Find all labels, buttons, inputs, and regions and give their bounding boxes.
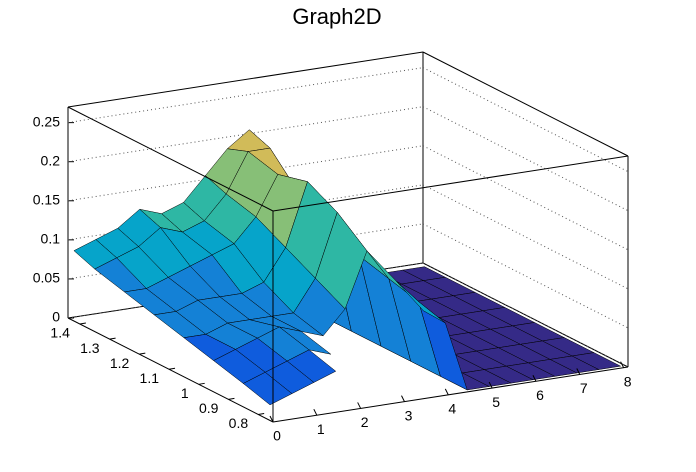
- box-edge: [67, 106, 274, 212]
- box-edge: [422, 262, 629, 368]
- x-tick-mark: [269, 415, 274, 423]
- x-tick-mark: [401, 395, 405, 402]
- z-tick-label: 0: [52, 309, 60, 325]
- x-tick-label: 8: [624, 373, 632, 389]
- y-tick-mark: [139, 352, 146, 355]
- y-tick-mark: [79, 322, 86, 325]
- y-tick-mark: [109, 337, 116, 340]
- x-tick-label: 7: [580, 380, 588, 396]
- x-tick-label: 3: [405, 407, 413, 423]
- box-edge: [422, 51, 629, 157]
- x-tick-mark: [313, 408, 318, 416]
- x-tick-label: 5: [492, 394, 500, 410]
- grid-line: [422, 106, 629, 212]
- z-tick-label: 0.2: [41, 152, 61, 168]
- y-tick-label: 1.4: [50, 325, 70, 341]
- x-tick-label: 4: [448, 401, 456, 417]
- surface-cell: [226, 129, 271, 152]
- x-tick-label: 1: [317, 421, 325, 437]
- y-tick-label: 0.9: [199, 400, 219, 416]
- grid-line: [422, 67, 629, 173]
- x-axis: [272, 366, 629, 423]
- x-tick-mark: [532, 375, 537, 382]
- y-tick-label: 1.1: [140, 370, 160, 386]
- x-tick-label: 0: [273, 428, 281, 444]
- x-tick-label: 6: [536, 387, 544, 403]
- x-tick-label: 2: [361, 414, 369, 430]
- x-tick-mark: [357, 402, 362, 409]
- surface-cell: [396, 281, 446, 324]
- box-edge: [272, 155, 629, 212]
- z-tick-label: 0.05: [33, 270, 60, 286]
- surface-cell: [242, 371, 293, 406]
- y-tick-mark: [258, 412, 265, 415]
- box-edge: [67, 51, 424, 108]
- x-tick-mark: [620, 361, 625, 368]
- y-tick-mark: [228, 397, 235, 400]
- z-tick-label: 0.15: [33, 191, 60, 207]
- x-tick-mark: [576, 368, 581, 375]
- x-tick-mark: [444, 388, 449, 396]
- grid-line: [422, 145, 629, 251]
- y-tick-label: 1.3: [80, 340, 100, 356]
- grid-line: [422, 184, 629, 290]
- x-tick-mark: [488, 381, 493, 389]
- y-tick-mark: [198, 382, 205, 385]
- grid-line: [67, 67, 424, 124]
- y-tick-label: 1: [181, 385, 189, 401]
- chart-title: Graph2D: [292, 4, 381, 29]
- y-tick-label: 1.2: [110, 355, 130, 371]
- z-tick-label: 0.1: [41, 231, 61, 247]
- z-tick-label: 0.25: [33, 113, 60, 129]
- y-tick-label: 0.8: [229, 415, 249, 431]
- y-tick-mark: [168, 367, 176, 370]
- y-axis: [67, 317, 274, 423]
